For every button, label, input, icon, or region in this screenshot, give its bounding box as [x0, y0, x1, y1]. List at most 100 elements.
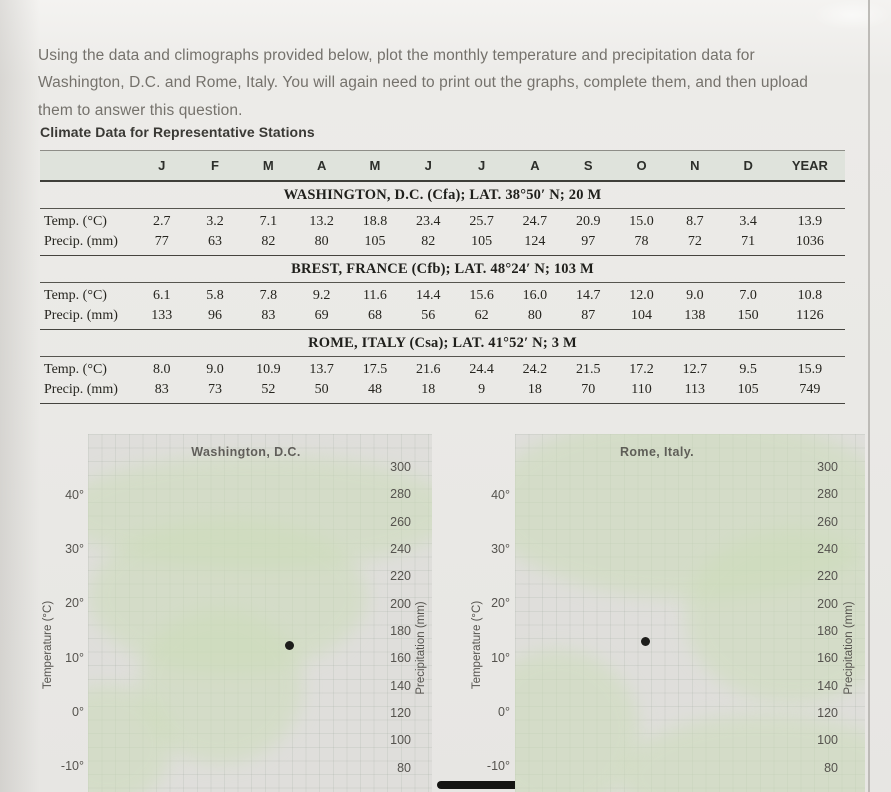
station-location-dot	[285, 641, 294, 650]
temp-axis-tick: 20°	[491, 596, 510, 610]
table-cell: 133	[135, 305, 189, 330]
table-cell: 24.2	[522, 361, 548, 377]
table-cell: 9.5	[739, 361, 757, 377]
precip-axis-tick: 120	[390, 706, 411, 720]
table-cell: 3.4	[739, 213, 757, 229]
table-cell: 17.2	[629, 361, 654, 377]
station-header-row: ROME, ITALY (Csa); LAT. 41°52′ N; 3 M	[40, 329, 845, 357]
table-cell: 104	[614, 305, 669, 330]
table-cell: 21.6	[416, 361, 441, 377]
table-cell: 1126	[774, 305, 845, 330]
table-cell: 25.7	[469, 213, 494, 229]
table-cell: 7.8	[259, 287, 278, 303]
table-cell: 78	[614, 231, 669, 256]
table-cell: 63	[188, 231, 242, 256]
precip-axis-tick: 80	[824, 761, 838, 775]
table-cell: 8.0	[152, 361, 171, 377]
precip-axis-tick: 240	[817, 542, 838, 556]
month-column-header: N	[690, 157, 700, 173]
table-row: Temp. (°C) 2.7 3.2 7.1 13.2 18.8 23.4 25.7 24.7 2…	[40, 208, 845, 232]
table-cell: 1036	[774, 231, 845, 256]
table-cell: 17.5	[362, 361, 388, 377]
precip-axis-tick: 120	[817, 706, 838, 720]
table-header-row: J F M A M J J A S O N D YEAR	[40, 150, 845, 181]
station-name: ROME, ITALY (Csa); LAT. 41°52′ N; 3 M	[40, 329, 845, 357]
table-cell: 7.0	[739, 287, 757, 303]
temp-axis-tick: 10°	[65, 651, 84, 665]
table-cell: 12.0	[629, 287, 654, 303]
map-landmass	[620, 714, 865, 792]
empty-header-cell	[40, 151, 135, 181]
temp-axis-tick: 10°	[491, 651, 510, 665]
climograph-panel-washington: Washington, D.C.	[88, 434, 432, 792]
table-cell: 50	[294, 379, 349, 404]
precip-axis-tick: 280	[817, 487, 838, 501]
table-cell: 15.0	[629, 213, 654, 229]
precip-axis-tick: 300	[390, 460, 411, 474]
table-cell: 62	[454, 305, 509, 330]
temp-axis-tick: 30°	[65, 542, 84, 556]
table-cell: 3.2	[206, 213, 224, 229]
table-cell: 2.7	[152, 213, 171, 229]
table-cell: 14.4	[416, 287, 441, 303]
table-cell: 80	[294, 231, 349, 256]
temp-axis-tick: 40°	[491, 488, 510, 502]
precipitation-axis-label: Precipitation (mm)	[843, 601, 855, 695]
table-cell: 15.9	[797, 361, 823, 377]
table-cell: 77	[135, 231, 189, 256]
row-label: Temp. (°C)	[44, 287, 107, 303]
month-column-header: J	[424, 157, 432, 173]
table-cell: 96	[188, 305, 242, 330]
table-cell: 80	[508, 305, 562, 330]
table-cell: 113	[668, 379, 722, 404]
month-column-header: A	[530, 157, 540, 173]
table-cell: 150	[721, 305, 775, 330]
chart-title: Rome, Italy.	[619, 445, 695, 459]
station-location-dot	[641, 637, 650, 646]
station-name: BREST, FRANCE (Cfb); LAT. 48°24′ N; 103 …	[40, 255, 845, 283]
page-edge-scrollbar[interactable]	[868, 0, 870, 792]
precip-axis-tick: 220	[390, 569, 411, 583]
month-column-header: F	[211, 157, 219, 173]
precip-axis-tick: 260	[817, 515, 838, 529]
temp-axis-tick: 40°	[65, 488, 84, 502]
precip-axis-tick: 140	[817, 679, 838, 693]
table-cell: 73	[188, 379, 242, 404]
month-column-header: O	[636, 157, 647, 173]
precipitation-axis-label: Precipitation (mm)	[415, 601, 427, 695]
table-cell: 82	[241, 231, 295, 256]
table-cell: 124	[508, 231, 562, 256]
table-cell: 68	[348, 305, 402, 330]
table-cell: 12.7	[682, 361, 708, 377]
precip-axis-tick: 80	[397, 761, 411, 775]
table-cell: 20.9	[575, 213, 601, 229]
month-column-header: M	[262, 157, 274, 173]
table-cell: 7.1	[259, 213, 278, 229]
temp-axis-tick: 0°	[72, 705, 84, 719]
table-cell: 70	[561, 379, 615, 404]
row-label: Precip. (mm)	[40, 305, 136, 330]
table-cell: 11.6	[362, 287, 387, 303]
precip-axis-tick: 100	[390, 733, 411, 747]
table-cell: 18	[508, 379, 562, 404]
table-cell: 105	[348, 231, 402, 256]
table-row: Temp. (°C) 8.0 9.0 10.9 13.7 17.5 21.6 24.4 24.2…	[40, 356, 845, 380]
precip-axis-tick: 240	[390, 542, 411, 556]
table-cell: 24.7	[522, 213, 548, 229]
temp-axis-tick: -10°	[486, 759, 510, 773]
table-cell: 10.8	[797, 287, 823, 303]
row-label: Temp. (°C)	[44, 361, 107, 377]
instructions-text: Using the data and climographs provided …	[38, 46, 809, 119]
table-cell: 138	[668, 305, 722, 330]
table-cell: 9.2	[312, 287, 331, 303]
table-cell: 749	[774, 379, 845, 404]
table-cell: 87	[561, 305, 615, 330]
climate-data-table: J F M A M J J A S O N D YEAR WASHINGTON, D.C. (Cfa);…	[40, 150, 845, 404]
table-cell: 105	[454, 231, 509, 256]
table-row: Precip. (mm) 83 73 52 50 48 18 9 18 70 110 113 105 74…	[40, 379, 845, 404]
table-cell: 83	[135, 379, 189, 404]
precip-axis-tick: 140	[390, 679, 411, 693]
precip-axis-tick: 220	[817, 569, 838, 583]
chart-title: Washington, D.C.	[191, 445, 301, 459]
climographs: Washington, D.C. 40° 30° 20° 10° 0° -10° 300 280…	[0, 430, 891, 792]
